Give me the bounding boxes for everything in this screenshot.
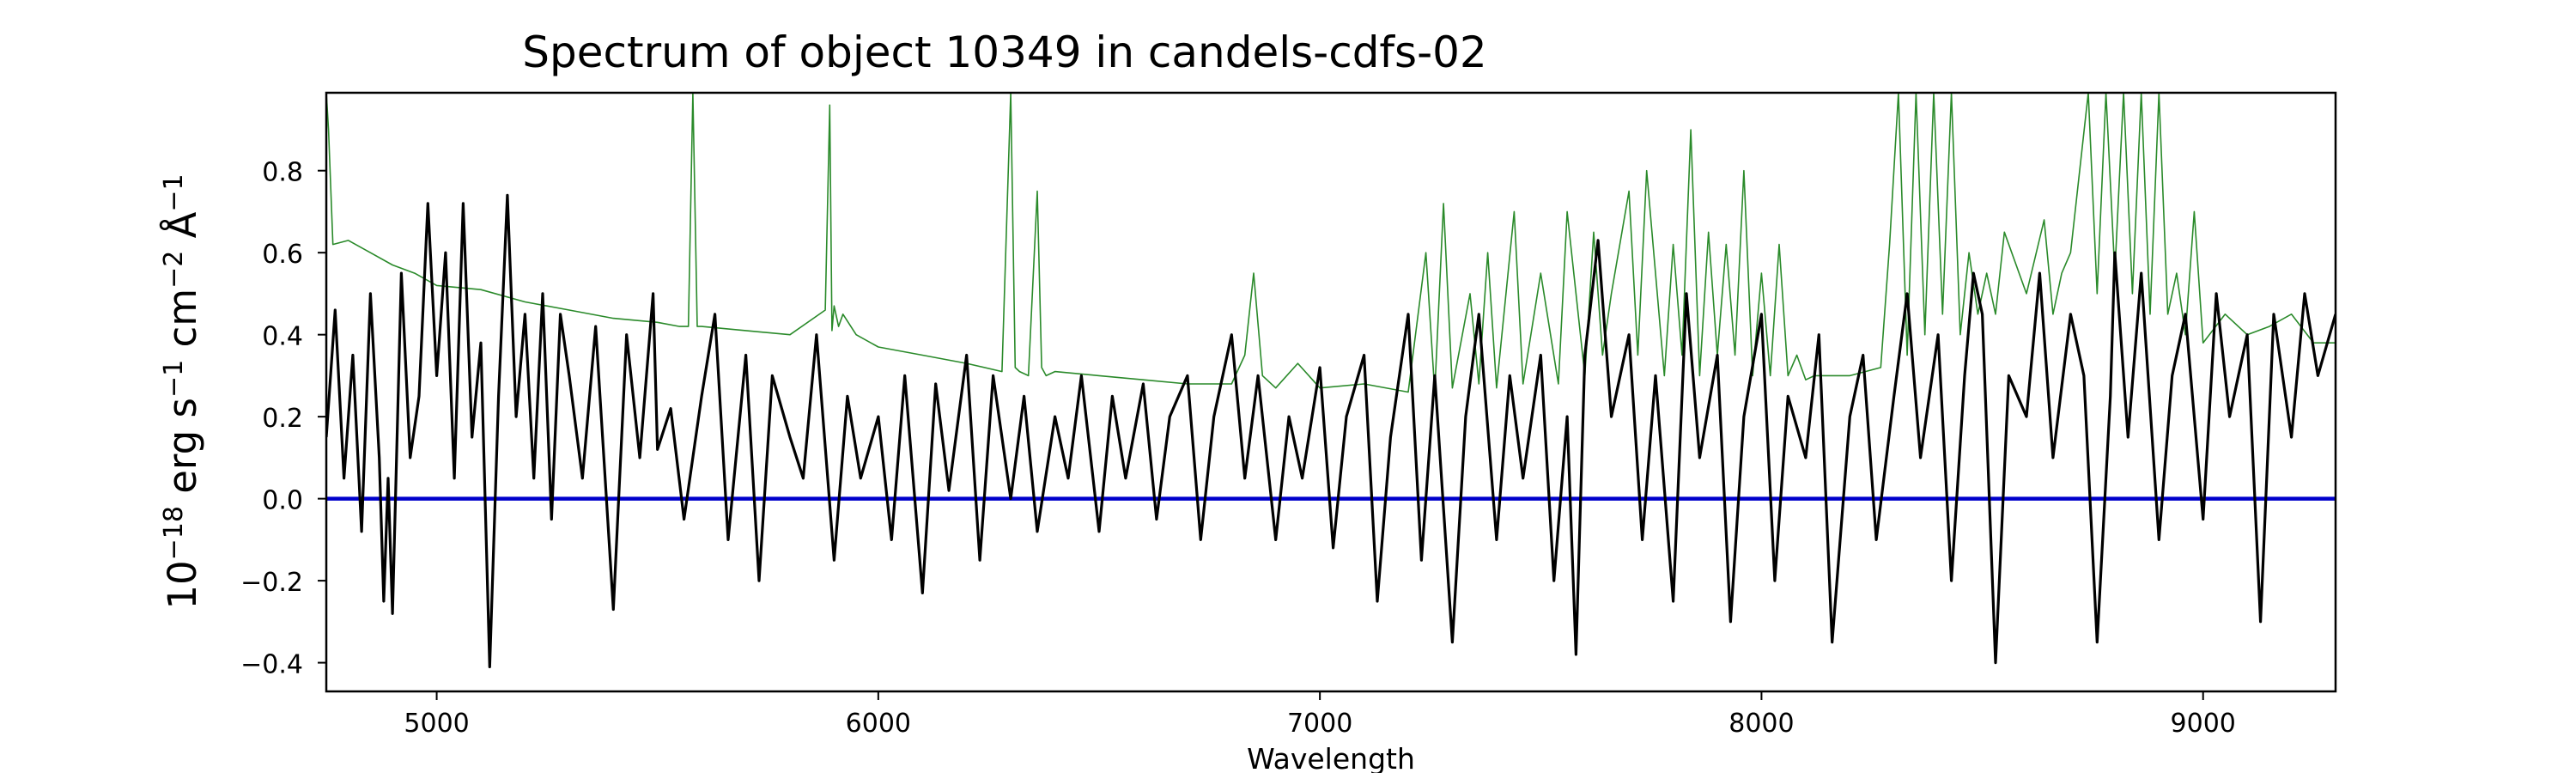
y-tick-label: 0.6 xyxy=(262,240,303,270)
plot-frame xyxy=(325,91,2337,693)
y-tick-label: 0.2 xyxy=(262,404,303,434)
y-tick-label: 0.8 xyxy=(262,158,303,188)
x-tick-label: 8000 xyxy=(1728,709,1794,739)
y-tick-label: 0.0 xyxy=(262,486,303,516)
x-tick-label: 6000 xyxy=(846,709,911,739)
y-axis-label: 10−18 erg s−1 cm−2 Å−1 xyxy=(159,173,205,609)
y-tick-layer: −0.4 −0.2 0.0 0.2 0.4 0.6 0.8 xyxy=(240,158,326,680)
x-tick-label: 7000 xyxy=(1287,709,1352,739)
flux-series-line xyxy=(326,193,2336,669)
ylabel-unit3-exp: −1 xyxy=(159,173,189,211)
chart-title: Spectrum of object 10349 in candels-cdfs… xyxy=(522,27,1487,77)
ylabel-unit1-exp: −1 xyxy=(159,360,189,398)
ylabel-unit2-exp: −2 xyxy=(159,251,189,289)
x-tick-label: 9000 xyxy=(2171,709,2236,739)
series-layer xyxy=(326,93,2336,669)
ylabel-base: 10 xyxy=(160,560,205,609)
y-tick-label: −0.2 xyxy=(240,568,303,598)
ylabel-base-exp: −18 xyxy=(159,506,189,560)
error-series-line xyxy=(326,93,2336,393)
y-tick-label: 0.4 xyxy=(262,322,303,352)
x-axis-label: Wavelength xyxy=(1247,742,1415,773)
ylabel-unit2: cm xyxy=(160,289,205,360)
ylabel-unit3: Å xyxy=(160,211,205,250)
x-tick-label: 5000 xyxy=(404,709,469,739)
ylabel-unit1: erg s xyxy=(160,398,205,506)
x-tick-layer: 5000 6000 7000 8000 9000 xyxy=(404,691,2236,739)
plot-clip-group xyxy=(326,93,2336,669)
y-tick-label: −0.4 xyxy=(240,650,303,680)
